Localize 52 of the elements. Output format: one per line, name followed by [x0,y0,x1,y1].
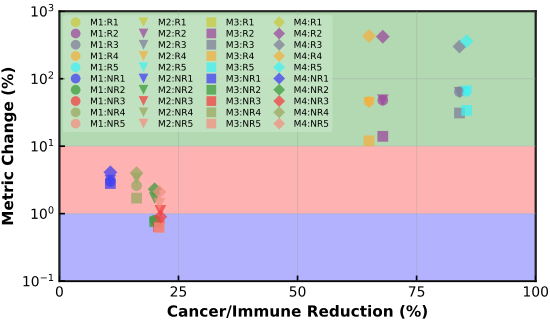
legend-label: M1:NR3 [90,98,125,104]
y-tick-label: 10$^{0}$ [32,206,54,220]
legend-label: M3:NR4 [226,108,261,116]
legend-label: M3:R3 [226,41,254,48]
legend-label: M3:R1 [226,18,254,26]
legend-label: M4:R2 [294,30,322,37]
legend-label: M4:R3 [294,41,322,48]
legend-label: M2:R2 [158,30,186,37]
y-tick-label: 10$^{1}$ [32,138,54,152]
legend-label: M2:R5 [158,64,186,71]
legend-label: M3:NR2 [226,86,260,94]
legend-label: M2:NR5 [158,120,192,127]
legend-label: M3:NR5 [226,120,260,127]
x-tick-label: 75 [408,286,424,297]
legend-label: M4:NR5 [294,120,328,127]
legend-label: M2:NR3 [158,98,193,104]
legend-label: M4:R5 [294,64,322,71]
legend-label: M4:NR3 [294,98,328,104]
legend-label: M4:NR4 [294,108,328,116]
legend-label: M4:R4 [294,52,322,60]
x-tick-label: 0 [56,286,63,297]
y-tick-label: 10$^{3}$ [32,4,54,17]
legend-label: M1:NR2 [90,86,125,93]
legend-label: M1:NR5 [90,120,125,127]
legend-label: M4:R1 [294,18,322,26]
legend-label: M4:NR2 [294,86,328,93]
legend-label: M2:NR1 [158,74,192,82]
legend-label: M1:NR1 [90,75,125,82]
legend-label: M4:NR1 [294,75,328,82]
legend-label: M1:R4 [90,52,118,60]
y-tick-label: 10$^{−1}$ [23,274,54,286]
legend-label: M2:R3 [158,41,186,48]
legend-label: M2:NR4 [158,108,193,116]
legend-label: M3:R4 [226,52,254,60]
legend-label: M1:R3 [90,41,118,48]
legend-label: M3:R2 [226,30,254,37]
y-axis-title: Metric Change (%) [1,68,16,224]
legend-label: M3:NR3 [226,98,260,104]
x-tick-label: 25 [170,286,186,297]
legend-label: M3:R5 [226,64,254,71]
y-tick-label: 10$^{2}$ [32,71,54,84]
x-tick-label: 50 [290,286,306,297]
legend-label: M1:R2 [90,30,118,37]
legend-label: M2:R4 [158,52,186,60]
legend-label: M3:NR1 [226,74,260,82]
legend-label: M2:R1 [158,18,186,26]
legend-label: M1:R5 [90,64,118,71]
legend-label: M1:R1 [90,18,118,26]
legend-label: M2:NR2 [158,86,192,93]
x-axis-title: Cancer/Immune Reduction (%) [168,304,427,319]
x-tick-label: 100 [524,286,548,297]
legend-label: M1:NR4 [90,108,125,116]
